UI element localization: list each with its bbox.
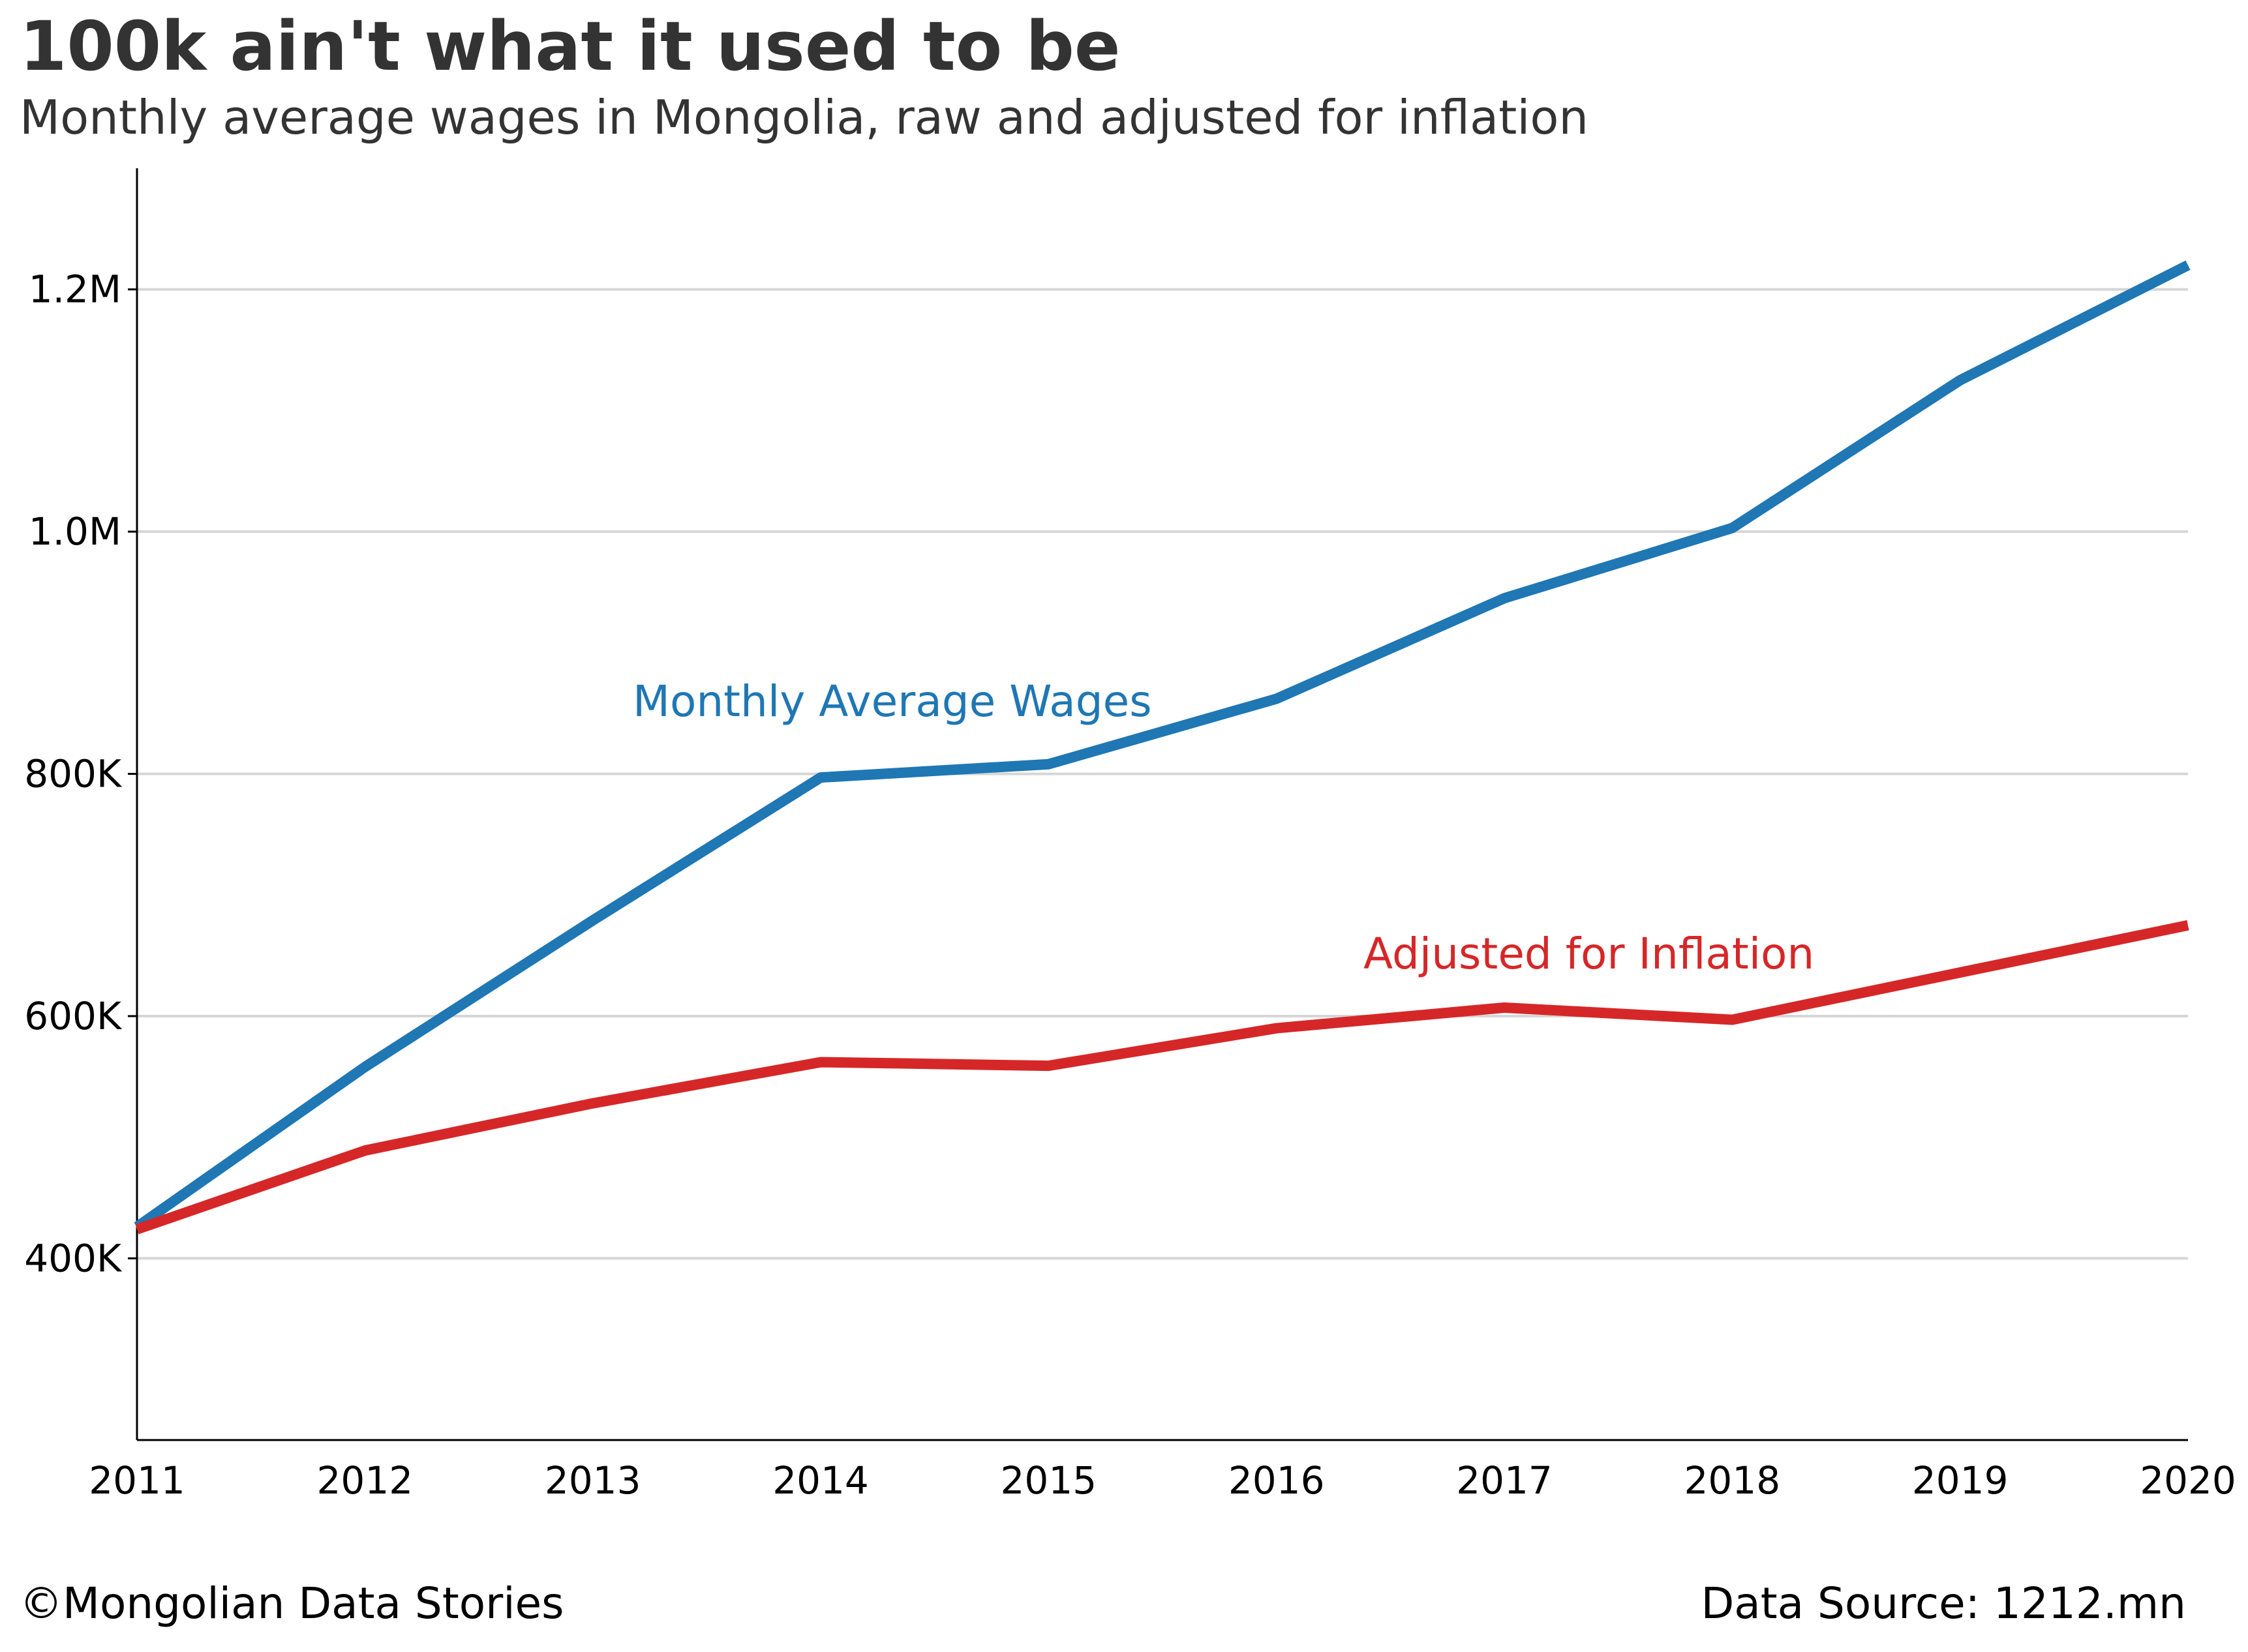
axes [136, 168, 2188, 1441]
data-source-text: Data Source: 1212.mn [1701, 1578, 2186, 1629]
y-tick-label: 800K [24, 752, 123, 796]
y-axis-ticks: 400K 600K 800K 1.0M 1.2M [24, 267, 137, 1280]
x-tick-label: 2016 [1228, 1458, 1325, 1503]
x-tick-label: 2018 [1684, 1458, 1781, 1503]
x-tick-label: 2020 [2140, 1458, 2236, 1503]
x-tick-label: 2013 [545, 1458, 641, 1503]
chart-subtitle: Monthly average wages in Mongolia, raw a… [20, 90, 1589, 145]
x-tick-label: 2017 [1456, 1458, 1553, 1503]
credit-text: ©Mongolian Data Stories [20, 1578, 564, 1629]
series-line-0 [134, 260, 2191, 1231]
x-tick-label: 2011 [89, 1458, 185, 1503]
chart-title: 100k ain't what it used to be [20, 7, 1121, 86]
y-tick-label: 1.0M [29, 509, 121, 554]
gridlines [137, 288, 2188, 1260]
series-line-1 [135, 920, 2189, 1235]
y-tick-label: 400K [24, 1236, 123, 1280]
x-tick-label: 2012 [317, 1458, 414, 1503]
series-labels: Monthly Average Wages Adjusted for Inflat… [633, 676, 1814, 979]
x-axis-ticks: 2011 2012 2013 2014 2015 2016 2017 2018 2019 2020 [89, 1458, 2236, 1503]
series-lines [134, 260, 2191, 1235]
x-tick-label: 2019 [1912, 1458, 2009, 1503]
series-label: Monthly Average Wages [633, 676, 1152, 727]
series-label: Adjusted for Inflation [1363, 929, 1814, 979]
x-tick-label: 2014 [772, 1458, 869, 1503]
y-tick-label: 600K [24, 994, 123, 1038]
y-tick-label: 1.2M [29, 267, 121, 312]
x-tick-label: 2015 [1001, 1458, 1097, 1503]
